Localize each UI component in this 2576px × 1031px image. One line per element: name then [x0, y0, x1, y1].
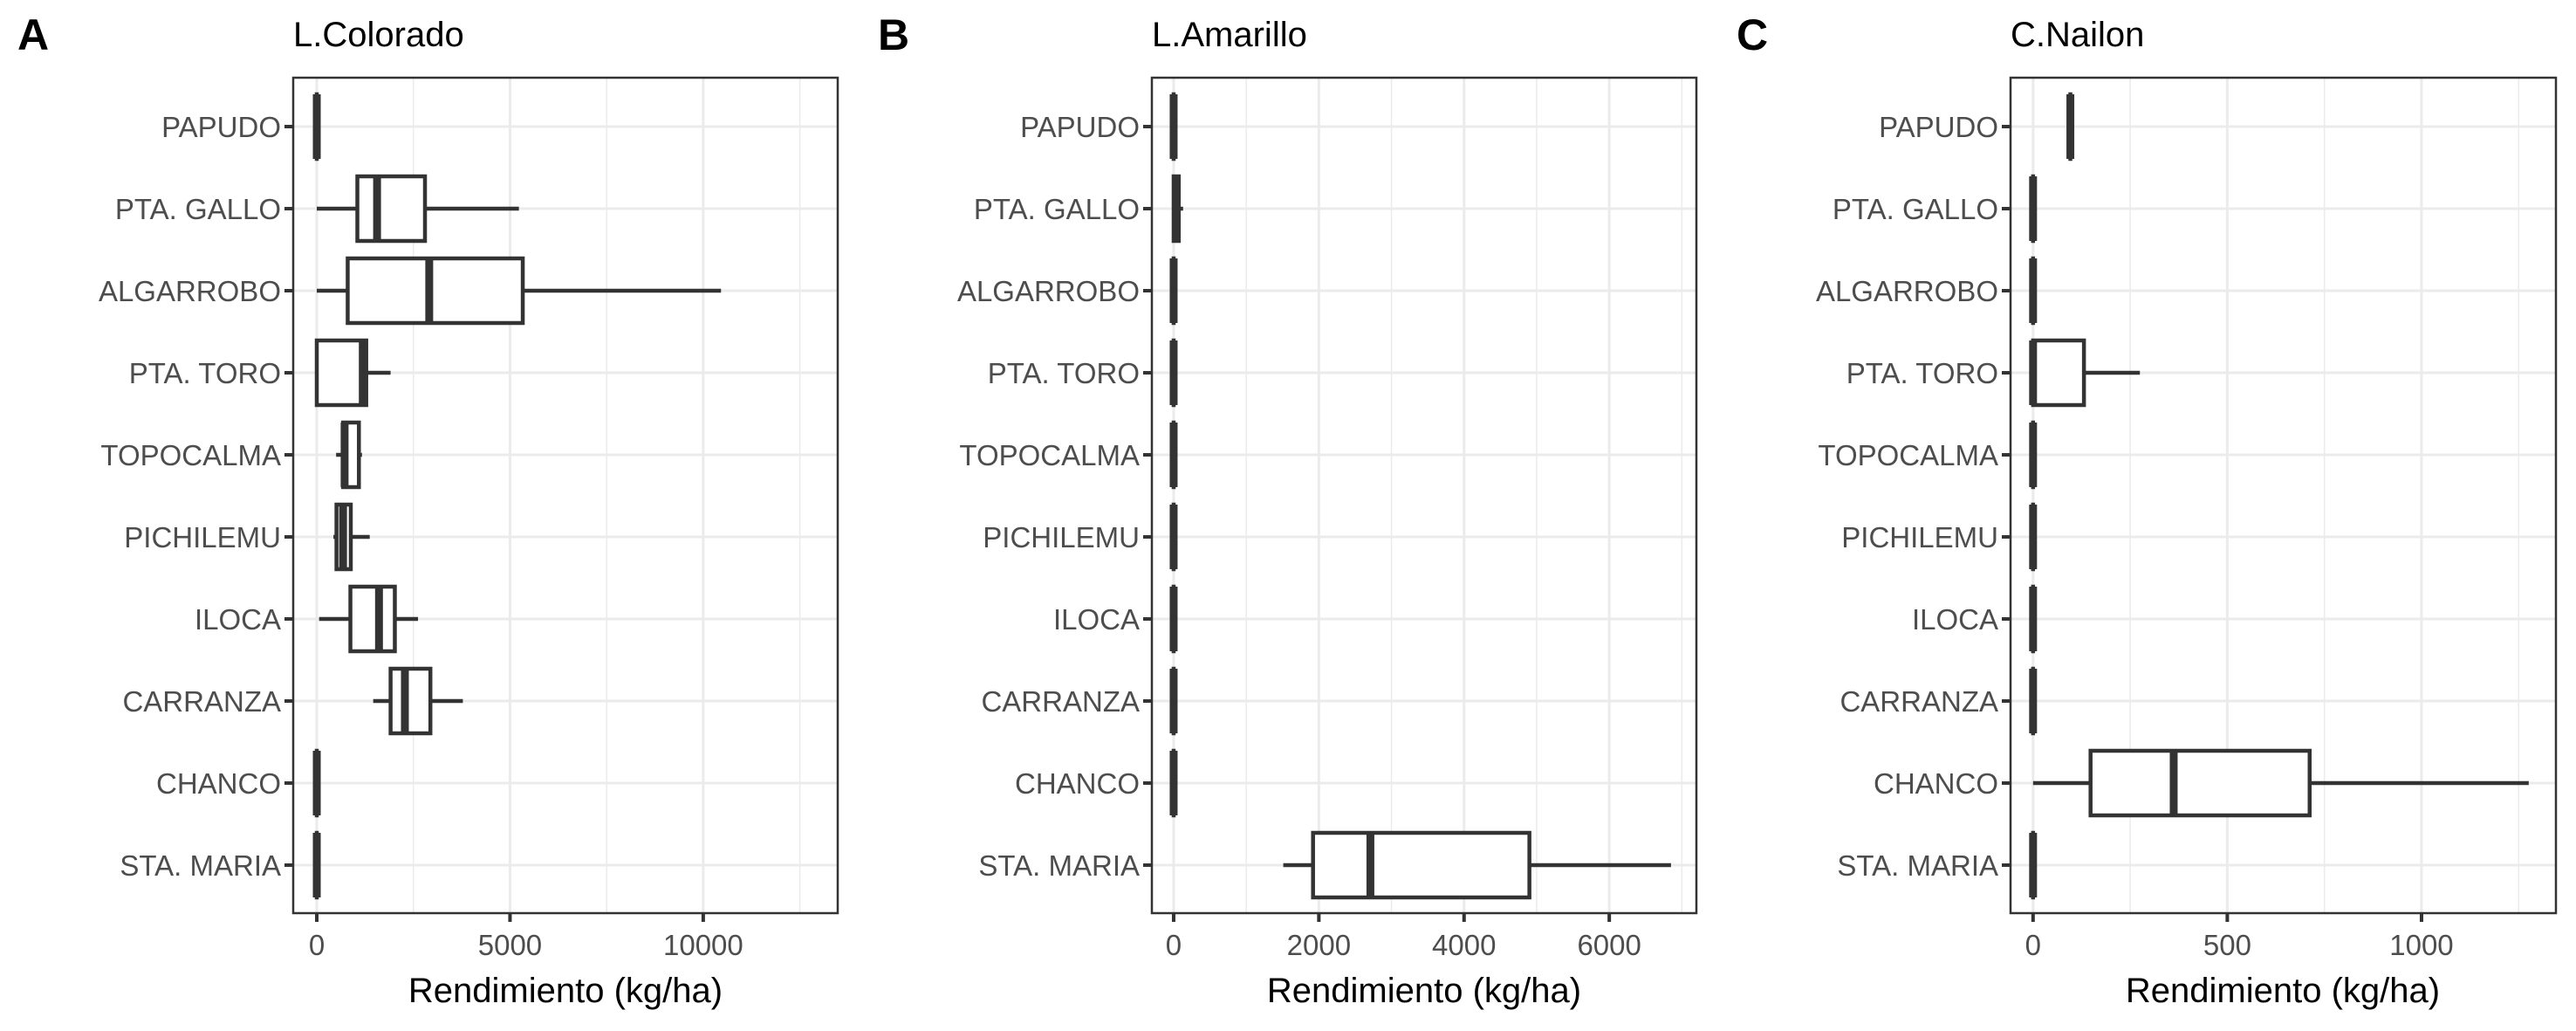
category-label: PICHILEMU: [983, 521, 1140, 553]
category-label: PTA. TORO: [1846, 357, 1998, 389]
category-label: PAPUDO: [161, 111, 281, 143]
panel-border-a: [291, 76, 839, 915]
panel-letter-a: A: [17, 10, 49, 59]
category-label: ILOCA: [1053, 603, 1140, 636]
x-tick-label: 0: [309, 929, 325, 961]
iqr-box: [346, 256, 525, 326]
panel-letter-b: B: [878, 10, 909, 59]
box-b-sta-maria: [1283, 830, 1671, 900]
x-tick-label: 4000: [1432, 929, 1496, 961]
box-a-topocalma: [336, 420, 362, 490]
panel-title-c: C.Nailon: [2011, 16, 2144, 54]
category-label: PTA. GALLO: [974, 193, 1140, 225]
panel-c: C C.Nailon PAPUDO PTA. GALLO ALGARROBO PTA.…: [1737, 10, 2558, 1010]
category-label: CHANCO: [1015, 767, 1140, 800]
panel-border-c: [2009, 76, 2558, 915]
x-tick-label: 6000: [1577, 929, 1641, 961]
box-a-iloca: [319, 584, 419, 654]
x-tick-label: 1000: [2389, 929, 2453, 961]
box-a-pta-toro: [314, 338, 391, 408]
panel-title-a: L.Colorado: [293, 16, 464, 54]
box-b-pta-gallo: [1171, 174, 1183, 244]
x-tick-label: 0: [2025, 929, 2041, 961]
category-label: TOPOCALMA: [1818, 439, 1998, 471]
plot-area-c: PAPUDO PTA. GALLO ALGARROBO PTA. TORO TOPOCA…: [1816, 76, 2558, 961]
category-label: CHANCO: [156, 767, 281, 800]
x-axis-title-a: Rendimiento (kg/ha): [408, 972, 723, 1010]
iqr-box: [348, 584, 397, 654]
x-tick-label: 2000: [1287, 929, 1351, 961]
category-label: PTA. GALLO: [115, 193, 281, 225]
iqr-box: [314, 338, 368, 408]
x-tick-label: 0: [1166, 929, 1182, 961]
category-label: CARRANZA: [981, 685, 1140, 718]
plot-area-a: PAPUDO PTA. GALLO ALGARROBO PTA. TORO TOPOCA…: [99, 76, 839, 961]
category-label: ILOCA: [195, 603, 281, 636]
panel-title-b: L.Amarillo: [1152, 16, 1307, 54]
box-c-pta-toro: [2029, 338, 2141, 408]
box-c-chanco: [2032, 748, 2529, 818]
category-label: PICHILEMU: [124, 521, 281, 553]
iqr-box: [2088, 748, 2312, 818]
x-tick-label: 5000: [478, 929, 542, 961]
panel-border-b: [1150, 76, 1698, 915]
panel-letter-c: C: [1737, 10, 1768, 59]
box-a-pichilemu: [333, 502, 370, 572]
box-a-algarrobo: [317, 256, 722, 326]
category-label: PAPUDO: [1020, 111, 1140, 143]
x-tick-label: 500: [2203, 929, 2251, 961]
x-tick-label: 10000: [663, 929, 743, 961]
category-label: PTA. TORO: [129, 357, 281, 389]
x-axis-title-c: Rendimiento (kg/ha): [2126, 972, 2440, 1010]
x-axis-title-b: Rendimiento (kg/ha): [1267, 972, 1581, 1010]
iqr-box: [388, 666, 433, 736]
iqr-box: [1311, 830, 1531, 900]
category-label: PTA. TORO: [988, 357, 1140, 389]
category-label: TOPOCALMA: [100, 439, 281, 471]
category-label: CARRANZA: [122, 685, 281, 718]
category-label: STA. MARIA: [1837, 849, 1998, 882]
iqr-box: [355, 174, 428, 244]
iqr-box: [2031, 338, 2086, 408]
panel-a: A L.Colorado PAPUDO PTA. GALLO ALGARROBO PT…: [17, 10, 839, 1010]
category-label: PAPUDO: [1879, 111, 1998, 143]
category-label: TOPOCALMA: [959, 439, 1140, 471]
category-label: CARRANZA: [1840, 685, 1998, 718]
category-label: PICHILEMU: [1841, 521, 1998, 553]
category-label: ILOCA: [1912, 603, 1998, 636]
category-label: CHANCO: [1874, 767, 1998, 800]
category-label: PTA. GALLO: [1833, 193, 1998, 225]
box-a-carranza: [373, 666, 463, 736]
category-label: ALGARROBO: [1816, 275, 1998, 307]
panel-b: B L.Amarillo PAPUDO PTA. GALLO ALGARROBO PT…: [878, 10, 1698, 1010]
plot-area-b: PAPUDO PTA. GALLO ALGARROBO PTA. TORO TOPOCA…: [957, 76, 1698, 961]
category-label: STA. MARIA: [978, 849, 1140, 882]
category-label: STA. MARIA: [120, 849, 281, 882]
category-label: ALGARROBO: [957, 275, 1140, 307]
box-a-pta-gallo: [317, 174, 519, 244]
category-label: ALGARROBO: [99, 275, 281, 307]
